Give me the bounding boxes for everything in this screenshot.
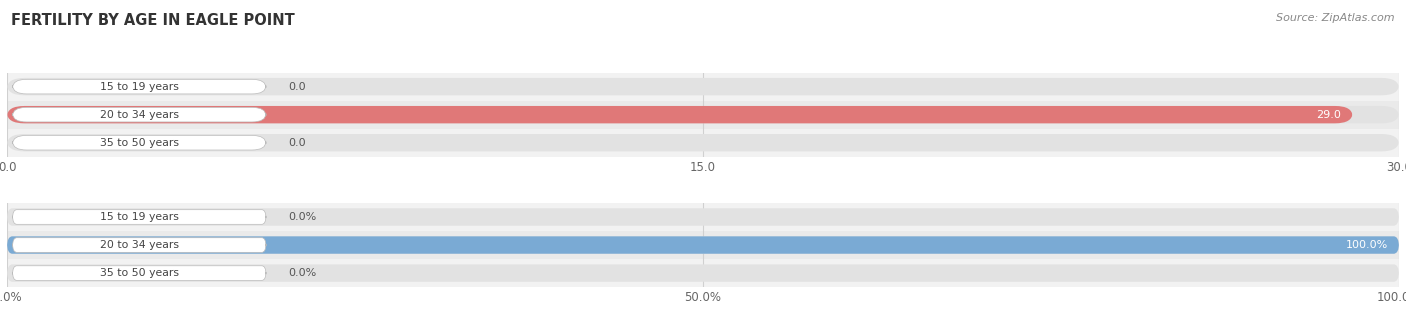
Text: 0.0%: 0.0% (288, 268, 316, 278)
Bar (7, 101, 1399, 129)
Text: 15 to 19 years: 15 to 19 years (100, 82, 179, 92)
Text: 29.0: 29.0 (1316, 110, 1341, 120)
Text: 20 to 34 years: 20 to 34 years (100, 240, 179, 250)
Text: Source: ZipAtlas.com: Source: ZipAtlas.com (1277, 13, 1395, 23)
FancyBboxPatch shape (13, 79, 266, 94)
FancyBboxPatch shape (7, 264, 1399, 282)
FancyBboxPatch shape (13, 210, 266, 224)
FancyBboxPatch shape (13, 107, 266, 122)
Text: 35 to 50 years: 35 to 50 years (100, 268, 179, 278)
FancyBboxPatch shape (13, 135, 266, 150)
Text: 0.0%: 0.0% (288, 212, 316, 222)
Bar (7, 73, 1399, 101)
FancyBboxPatch shape (7, 106, 1399, 123)
Text: FERTILITY BY AGE IN EAGLE POINT: FERTILITY BY AGE IN EAGLE POINT (11, 13, 295, 28)
FancyBboxPatch shape (7, 134, 1399, 151)
Text: 35 to 50 years: 35 to 50 years (100, 138, 179, 148)
Text: 0.0: 0.0 (288, 82, 307, 92)
FancyBboxPatch shape (13, 238, 266, 252)
Text: 100.0%: 100.0% (1346, 240, 1388, 250)
FancyBboxPatch shape (7, 106, 1353, 123)
Bar (7, 129, 1399, 157)
FancyBboxPatch shape (13, 266, 266, 280)
Text: 0.0: 0.0 (288, 138, 307, 148)
FancyBboxPatch shape (7, 208, 1399, 226)
FancyBboxPatch shape (7, 78, 1399, 95)
Bar (7, 231, 1399, 259)
Bar (7, 259, 1399, 287)
FancyBboxPatch shape (7, 236, 1399, 254)
FancyBboxPatch shape (7, 236, 1399, 254)
Bar (7, 203, 1399, 231)
Text: 20 to 34 years: 20 to 34 years (100, 110, 179, 120)
Text: 15 to 19 years: 15 to 19 years (100, 212, 179, 222)
